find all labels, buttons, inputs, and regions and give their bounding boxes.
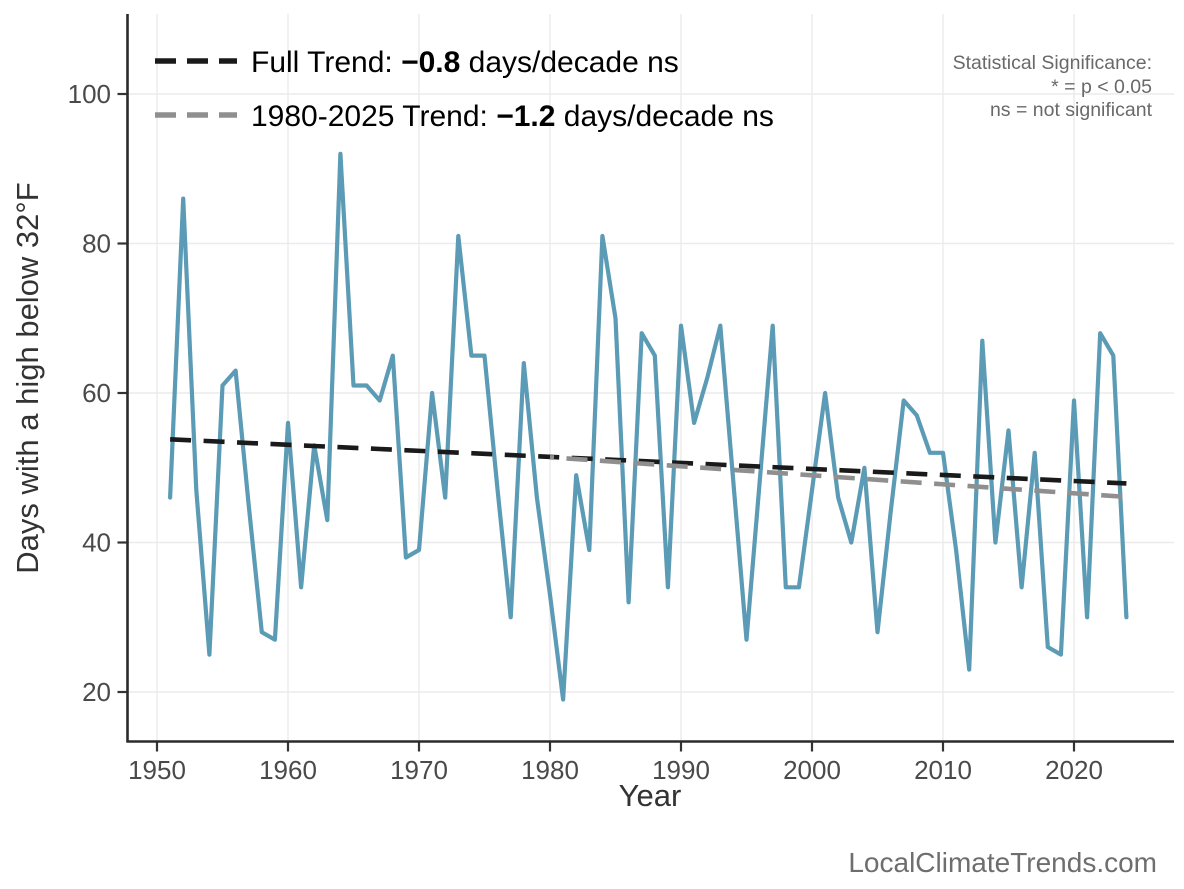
y-axis-title: Days with a high below 32°F (10, 182, 45, 573)
x-axis-title: Year (619, 778, 682, 813)
x-tick-label-1950: 1950 (128, 755, 186, 785)
data-series-line (168, 151, 1129, 702)
x-tick-label-1990: 1990 (652, 755, 710, 785)
y-tick-label-80: 80 (82, 229, 111, 259)
plot-panel (127, 14, 1174, 742)
stat-note-line3: ns = not significant (990, 99, 1153, 121)
x-tick-label-2020: 2020 (1045, 755, 1103, 785)
x-tick-label-2000: 2000 (783, 755, 841, 785)
stat-significance-note: Statistical Significance: * = p < 0.05 n… (953, 52, 1153, 121)
y-tick-label-40: 40 (82, 528, 111, 558)
recent-trend-label-text: 1980-2025 Trend: (251, 100, 496, 133)
full-trend-value: −0.8 (401, 46, 460, 79)
full-trend-label-text: Full Trend: (251, 46, 401, 79)
stat-note-line2: * = p < 0.05 (1051, 76, 1152, 98)
full-trend-line (169, 437, 1127, 486)
stat-note-line1: Statistical Significance: (953, 52, 1152, 74)
full-trend-legend-label: Full Trend: −0.8 days/decade ns (251, 46, 679, 79)
axis-tick-labels: 1950 1960 1970 1980 1990 2000 2010 202020406080… (68, 79, 1103, 785)
x-tick-label-2010: 2010 (914, 755, 972, 785)
axis-ticks (117, 92, 1076, 752)
y-tick-label-60: 60 (82, 378, 111, 408)
y-tick-label-100: 100 (68, 79, 111, 109)
y-tick-label-20: 20 (82, 677, 111, 707)
recent-trend-line (549, 454, 1127, 500)
recent-trend-suffix: days/decade ns (555, 100, 773, 133)
footer-brand: LocalClimateTrends.com (848, 847, 1157, 878)
legend: Full Trend: −0.8 days/decade ns 1980-202… (155, 46, 774, 133)
x-tick-label-1960: 1960 (259, 755, 317, 785)
full-trend-suffix: days/decade ns (460, 46, 678, 79)
recent-trend-value: −1.2 (496, 100, 555, 133)
x-tick-label-1980: 1980 (521, 755, 579, 785)
gridlines (127, 14, 1174, 742)
x-tick-label-1970: 1970 (390, 755, 448, 785)
recent-trend-legend-label: 1980-2025 Trend: −1.2 days/decade ns (251, 100, 774, 133)
